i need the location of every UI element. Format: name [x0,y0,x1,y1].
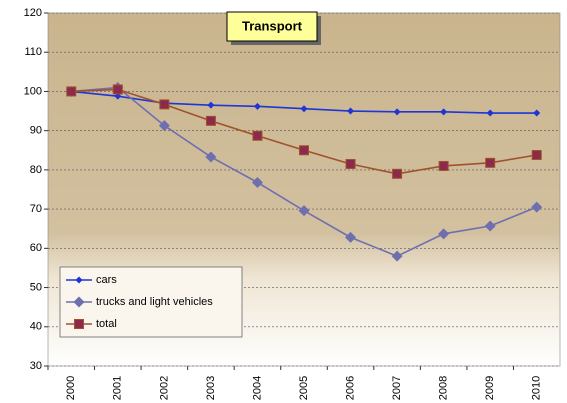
chart-title: Transport [242,18,303,33]
marker [485,157,496,168]
y-tick-label: 120 [24,7,42,19]
marker [74,319,84,329]
x-tick-label: 2005 [298,376,310,400]
marker [345,159,356,170]
legend-label: cars [96,274,117,286]
marker [345,231,357,243]
x-tick-label: 2003 [205,376,217,400]
marker [300,105,308,113]
marker [158,120,170,132]
y-tick-label: 50 [30,281,42,293]
marker [112,84,123,95]
y-tick-label: 80 [30,164,42,176]
x-tick-label: 2001 [112,376,124,400]
title-box [226,11,318,42]
marker [392,168,403,179]
y-tick-label: 30 [30,360,42,372]
marker [205,151,217,163]
marker [205,115,216,126]
marker [253,102,261,110]
marker [75,276,83,284]
y-tick-label: 110 [24,46,42,58]
y-tick-label: 100 [24,85,42,97]
marker [298,205,310,217]
x-tick-label: 2007 [391,376,403,400]
x-tick-label: 2010 [531,376,543,400]
x-tick-label: 2008 [438,376,450,400]
marker [438,160,449,171]
marker [440,108,448,116]
marker [66,86,77,97]
marker [251,176,263,188]
legend-items: cars trucks and light vehicles total [66,274,213,330]
marker [391,250,403,262]
marker [159,99,170,110]
marker [347,107,355,115]
marker [393,108,401,116]
marker [73,296,85,308]
y-tick-label: 90 [30,125,42,137]
y-tick-label: 40 [30,321,42,333]
marker [207,101,215,109]
legend-label: trucks and light vehicles [96,296,213,308]
marker [438,228,450,240]
x-tick-label: 2006 [344,376,356,400]
marker [484,220,496,232]
marker [486,109,494,117]
y-tick-label: 60 [30,242,42,254]
legend-label: total [96,318,117,330]
x-tick-label: 2000 [65,376,77,400]
series-layer [65,82,543,262]
x-tick-label: 2004 [251,376,263,400]
marker [299,145,309,156]
x-tick-label: 2009 [484,376,496,400]
marker [531,149,542,160]
marker [533,109,541,117]
x-tick-label: 2002 [158,376,170,400]
y-tick-label: 70 [30,203,42,215]
marker [531,201,543,213]
marker [252,130,263,141]
